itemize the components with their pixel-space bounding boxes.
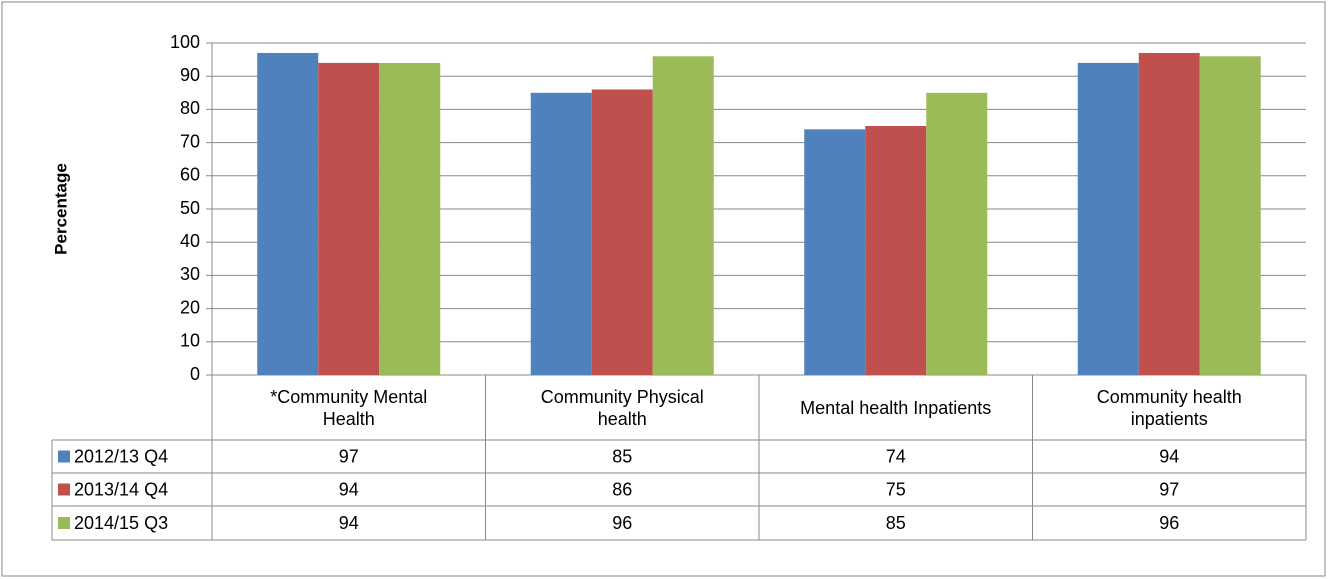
bar xyxy=(1138,52,1200,376)
bar xyxy=(530,92,592,376)
table-value: 94 xyxy=(1159,446,1179,466)
y-tick-label: 0 xyxy=(190,364,200,384)
x-tick-label: Mental health Inpatients xyxy=(759,375,1033,440)
category-text: Community health inpatients xyxy=(1096,386,1242,429)
bar xyxy=(804,129,866,375)
category-text: Community Physical health xyxy=(540,386,704,429)
bar xyxy=(865,126,927,375)
bar xyxy=(1199,56,1261,375)
table-value: 74 xyxy=(886,446,906,466)
table-value: 97 xyxy=(1159,479,1179,499)
y-tick-label: 80 xyxy=(180,98,200,118)
legend-label: 2014/15 Q3 xyxy=(74,513,168,533)
y-axis-label: Percentage xyxy=(51,163,70,255)
bar xyxy=(926,92,988,376)
legend-label: 2012/13 Q4 xyxy=(74,446,168,466)
y-tick-label: 100 xyxy=(170,32,200,52)
legend-key xyxy=(58,450,70,463)
legend-key xyxy=(58,517,70,529)
category-text: Mental health Inpatients xyxy=(800,397,992,418)
y-tick-label: 60 xyxy=(180,165,200,185)
table-value: 75 xyxy=(886,479,906,499)
table-value: 86 xyxy=(612,479,632,499)
bar xyxy=(1077,62,1139,376)
y-tick-label: 40 xyxy=(180,231,200,251)
table-value: 96 xyxy=(1159,513,1179,533)
x-tick-label: Community health inpatients xyxy=(1033,375,1307,440)
bar xyxy=(591,89,653,375)
y-tick-label: 90 xyxy=(180,65,200,85)
table-value: 85 xyxy=(612,446,632,466)
y-tick-label: 70 xyxy=(180,131,200,151)
table-value: 94 xyxy=(339,479,359,499)
table-value: 94 xyxy=(339,513,359,533)
y-tick-label: 30 xyxy=(180,264,200,284)
bar xyxy=(379,62,441,376)
legend-key xyxy=(58,483,70,496)
bar xyxy=(318,62,380,376)
y-tick-label: 20 xyxy=(180,297,200,317)
y-tick-label: 10 xyxy=(180,331,200,351)
table-value: 97 xyxy=(339,446,359,466)
bar xyxy=(652,56,714,375)
y-tick-label: 50 xyxy=(180,198,200,218)
table-value: 96 xyxy=(612,513,632,533)
category-text: *Community Mental Health xyxy=(270,386,428,429)
x-tick-label: Community Physical health xyxy=(486,375,760,440)
legend-label: 2013/14 Q4 xyxy=(74,479,168,499)
bar xyxy=(257,52,319,376)
x-tick-label: *Community Mental Health xyxy=(212,375,486,440)
table-value: 85 xyxy=(886,513,906,533)
